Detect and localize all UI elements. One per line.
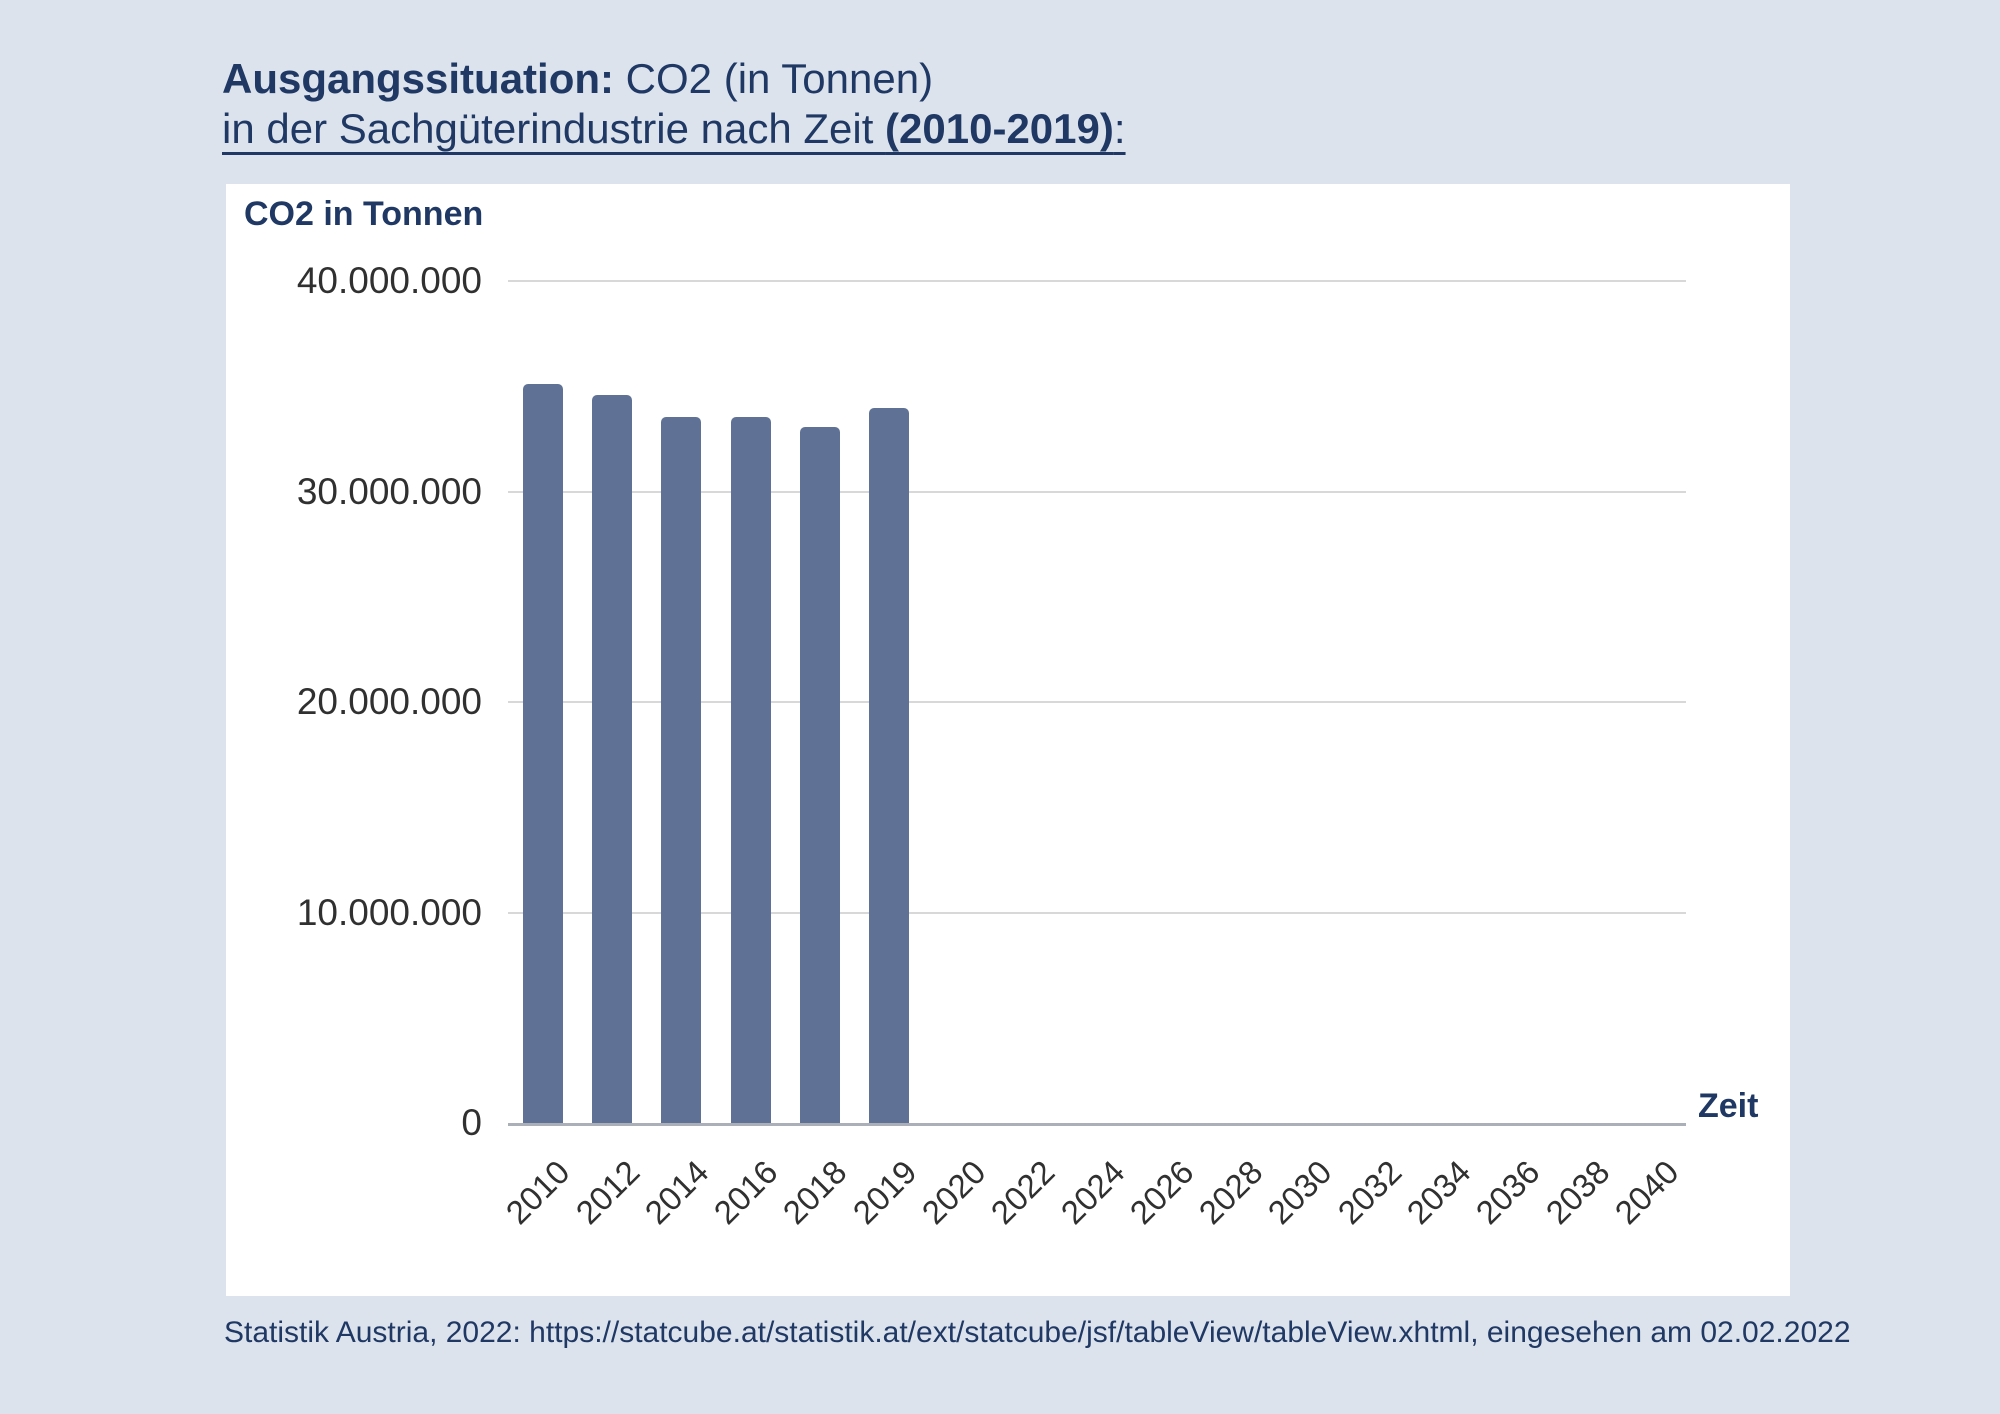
gridline xyxy=(508,911,1686,914)
source-citation: Statistik Austria, 2022: https://statcub… xyxy=(224,1316,1851,1349)
chart-panel: CO2 in Tonnen 0 10.000.000 20.000.000 30.00… xyxy=(226,184,1790,1296)
y-tick-label: 10.000.000 xyxy=(296,891,482,933)
y-axis-title: CO2 in Tonnen xyxy=(244,195,484,233)
y-tick-label: 0 xyxy=(461,1102,482,1143)
x-tick-label: 2024 xyxy=(1053,1153,1132,1232)
x-tick-label: 2030 xyxy=(1260,1153,1340,1232)
gridline xyxy=(508,701,1686,703)
bar-2018 xyxy=(799,427,840,1123)
title-line-1-rest: CO2 (in Tonnen) xyxy=(614,55,934,102)
gridline xyxy=(508,490,1686,493)
x-tick-label: 2022 xyxy=(983,1153,1062,1232)
title-line-1-bold: Ausgangssituation: xyxy=(222,55,615,102)
bar-2019 xyxy=(869,408,910,1123)
x-tick-label: 2028 xyxy=(1191,1153,1270,1232)
y-tick-label: 20.000.000 xyxy=(296,681,482,722)
x-tick-label: 2034 xyxy=(1399,1153,1478,1232)
x-tick-label: 2020 xyxy=(914,1153,993,1232)
title-line-2-regular: in der Sachgüterindustrie nach Zeit xyxy=(222,105,886,152)
x-tick-label: 2040 xyxy=(1607,1153,1686,1232)
chart-title: Ausgangssituation: CO2 (in Tonnen) in de… xyxy=(222,54,1126,154)
x-tick-label: 2032 xyxy=(1330,1153,1409,1232)
x-tick-label: 2012 xyxy=(568,1153,647,1232)
title-line-2-bold: (2010-2019) xyxy=(885,105,1114,152)
bar-2010 xyxy=(522,384,563,1123)
title-line-1: Ausgangssituation: CO2 (in Tonnen) xyxy=(222,54,1126,104)
bar-2014 xyxy=(661,416,702,1123)
x-tick-label: 2018 xyxy=(775,1153,854,1232)
y-tick-label: 30.000.000 xyxy=(296,470,482,512)
x-tick-label: 2026 xyxy=(1122,1153,1201,1232)
bar-2012 xyxy=(591,394,632,1123)
x-tick-label: 2038 xyxy=(1538,1153,1617,1232)
y-tick-label: 40.000.000 xyxy=(296,260,482,301)
x-tick-label: 2036 xyxy=(1468,1153,1547,1232)
title-line-2: in der Sachgüterindustrie nach Zeit (201… xyxy=(222,104,1126,154)
x-axis-title: Zeit xyxy=(1698,1087,1759,1125)
gridline xyxy=(508,280,1686,282)
title-line-2-suffix: : xyxy=(1113,105,1126,152)
x-tick-label: 2016 xyxy=(706,1153,785,1232)
x-tick-label: 2010 xyxy=(498,1153,577,1232)
bar-2016 xyxy=(730,416,771,1123)
plot-area: 0 10.000.000 20.000.000 30.000.000 40.000.00… xyxy=(297,260,1686,1231)
x-tick-label: 2014 xyxy=(637,1153,716,1232)
x-tick-label: 2019 xyxy=(845,1153,924,1232)
